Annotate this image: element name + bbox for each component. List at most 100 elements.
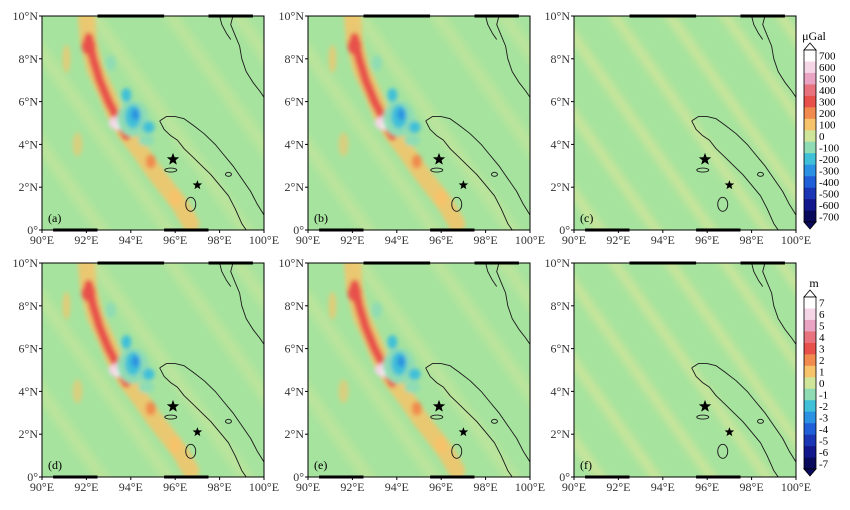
colorbar-swatch <box>804 141 816 154</box>
island <box>164 414 178 420</box>
x-tick-label: 90°E <box>562 233 586 247</box>
y-tick-label: 6°N <box>19 342 39 356</box>
colorbar-tick-label: 600 <box>819 62 836 74</box>
y-tick-label: 0° <box>559 470 570 484</box>
colorbar-swatch <box>804 95 816 108</box>
x-tick-label: 100°E <box>781 233 811 247</box>
colorbar-swatch <box>804 61 816 74</box>
y-tick-label: 6°N <box>551 95 571 109</box>
colorbar-tick-label: 2 <box>819 355 825 367</box>
y-tick-label: 4°N <box>19 137 39 151</box>
colorbar-swatch <box>804 365 816 378</box>
colorbar-cap-bottom <box>803 468 817 477</box>
colorbar-tick-label: -200 <box>819 154 840 166</box>
x-tick-label: 90°E <box>562 480 586 494</box>
y-tick-label: 8°N <box>551 52 571 66</box>
y-tick-label: 6°N <box>285 342 305 356</box>
colorbar-tick-label: 7 <box>819 298 825 310</box>
x-tick-label: 90°E <box>30 480 54 494</box>
colorbar-unit: m <box>809 276 819 290</box>
y-tick-label: 4°N <box>551 384 571 398</box>
colorbar-tick-label: 0 <box>819 378 825 390</box>
y-tick-label: 10°N <box>279 256 305 270</box>
x-tick-label: 96°E <box>163 233 187 247</box>
panel-label: (e) <box>314 458 327 472</box>
colorbar-tick-label: -100 <box>819 142 840 154</box>
y-tick-label: 2°N <box>551 180 571 194</box>
colorbar-swatch <box>804 377 816 390</box>
island <box>430 414 444 420</box>
colorbar-swatch <box>804 210 816 223</box>
island <box>717 196 729 212</box>
epicenter-star-large <box>166 152 180 165</box>
epicenter-star-small <box>192 427 203 437</box>
x-tick-label: 90°E <box>30 233 54 247</box>
colorbar-tick-label: -2 <box>819 401 828 413</box>
x-tick-label: 100°E <box>515 233 545 247</box>
colorbar-tick-label: 700 <box>819 51 836 63</box>
x-tick-label: 100°E <box>515 480 545 494</box>
epicenter-star-large <box>432 399 446 412</box>
y-tick-label: 0° <box>27 470 38 484</box>
x-tick-label: 90°E <box>296 233 320 247</box>
colorbar-tick-label: 0 <box>819 131 825 143</box>
x-tick-label: 92°E <box>74 480 98 494</box>
colorbar-swatch <box>804 411 816 424</box>
colorbar-tick-label: -5 <box>819 435 829 447</box>
y-tick-label: 0° <box>559 223 570 237</box>
y-tick-label: 4°N <box>551 137 571 151</box>
island <box>164 167 178 173</box>
x-tick-label: 100°E <box>249 480 279 494</box>
x-tick-label: 100°E <box>249 233 279 247</box>
x-tick-label: 98°E <box>740 233 764 247</box>
colorbar-swatch <box>804 319 816 332</box>
colorbar-swatch <box>804 297 816 309</box>
colorbar-tick-label: 3 <box>819 344 825 356</box>
y-tick-label: 2°N <box>285 180 305 194</box>
x-tick-label: 98°E <box>208 480 232 494</box>
x-tick-label: 96°E <box>163 480 187 494</box>
colorbar-tick-label: -3 <box>819 412 829 424</box>
colorbar-cap-top <box>803 289 817 298</box>
island <box>491 171 498 177</box>
island <box>757 418 764 424</box>
colorbar-swatch <box>804 423 816 435</box>
map-panel-1: 90°E 92°E 94°E 96°E 98°E 100°E 10°N 8°N 6°N 4°N 2°… <box>13 9 280 247</box>
x-tick-label: 92°E <box>606 480 630 494</box>
colorbar-swatch <box>804 153 816 165</box>
x-tick-label: 94°E <box>385 233 409 247</box>
y-tick-label: 4°N <box>285 384 305 398</box>
y-tick-label: 4°N <box>19 384 39 398</box>
colorbar-swatch <box>804 388 816 401</box>
map-panel-3: 90°E 92°E 94°E 96°E 98°E 100°E 10°N 8°N 6°N 4°N 2°… <box>545 9 812 247</box>
y-tick-label: 0° <box>27 223 38 237</box>
epicenter-star-large <box>432 152 446 165</box>
x-tick-label: 92°E <box>606 233 630 247</box>
colorbar-swatch <box>804 199 816 211</box>
colorbar-tick-label: -300 <box>819 165 840 177</box>
y-tick-label: 2°N <box>551 427 571 441</box>
colorbar-swatch <box>804 354 816 367</box>
y-tick-label: 4°N <box>285 137 305 151</box>
island <box>491 418 498 424</box>
y-tick-label: 8°N <box>19 299 39 313</box>
y-tick-label: 0° <box>293 223 304 237</box>
colorbar-swatch <box>804 107 816 120</box>
colorbar-tick-label: -400 <box>819 177 840 189</box>
x-tick-label: 96°E <box>429 233 453 247</box>
y-tick-label: 6°N <box>285 95 305 109</box>
panel-label: (c) <box>580 211 593 225</box>
x-tick-label: 94°E <box>651 480 675 494</box>
y-tick-label: 10°N <box>545 256 571 270</box>
x-tick-label: 94°E <box>119 233 143 247</box>
colorbar-tick-label: 500 <box>819 74 836 86</box>
coastline <box>159 16 264 230</box>
colorbar-cap-top <box>803 42 817 51</box>
x-tick-label: 90°E <box>296 480 320 494</box>
colorbar-tick-label: -700 <box>819 211 840 223</box>
colorbar-swatch <box>804 400 816 412</box>
y-tick-label: 6°N <box>19 95 39 109</box>
y-tick-label: 2°N <box>285 427 305 441</box>
